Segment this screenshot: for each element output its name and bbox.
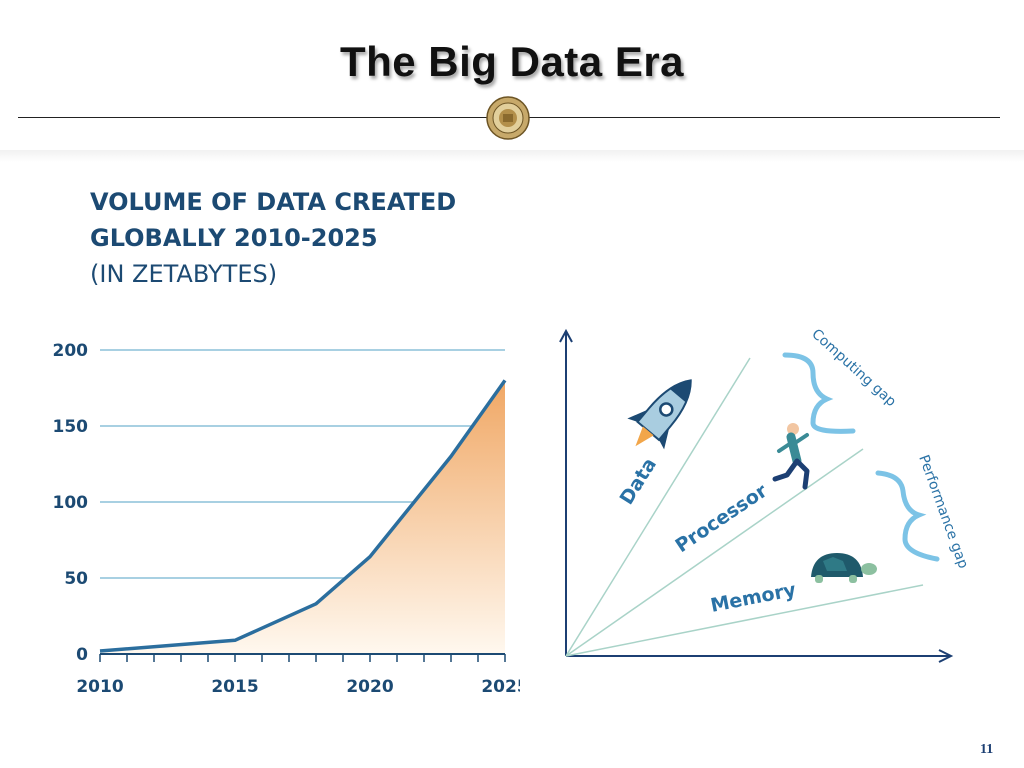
y-tick-label-200: 200: [53, 341, 89, 361]
diagram-x-arrow-icon: [938, 649, 954, 663]
memory-trend-line: [565, 584, 924, 657]
y-tick-label-0: 0: [76, 645, 88, 665]
processor-trend-line: [565, 448, 864, 657]
page-number: 11: [980, 742, 994, 757]
slide-title: The Big Data Era: [339, 38, 685, 85]
turtle-icon: [811, 553, 877, 583]
computing-gap-brace-icon: [782, 352, 856, 434]
processor-label: Processor: [671, 480, 771, 558]
x-tick-label-2025: 2025: [481, 677, 520, 697]
chart-title-line-1: VOLUME OF DATA CREATED: [90, 188, 457, 216]
data-label: Data: [616, 454, 661, 508]
area-fill: [100, 380, 505, 654]
data-trend-line: [565, 357, 751, 657]
chart-title-line-2: GLOBALLY 2010-2025: [90, 224, 378, 252]
runner-icon: [772, 423, 810, 490]
diagram-y-arrow-icon: [559, 328, 573, 343]
university-seal-icon: [486, 96, 530, 140]
memory-label: Memory: [709, 579, 799, 617]
y-tick-label-100: 100: [53, 493, 89, 513]
x-tick-label-2010: 2010: [76, 677, 123, 697]
chart-subtitle: (IN ZETABYTES): [90, 260, 278, 288]
y-tick-label-50: 50: [64, 569, 88, 589]
gap-diagram: Data Processor Memory Computing gap Perf…: [559, 326, 971, 663]
series-line: [99, 379, 507, 653]
y-tick-label-150: 150: [53, 417, 89, 437]
performance-gap-label: Performance gap: [915, 453, 971, 571]
performance-gap-brace-icon: [875, 470, 940, 562]
x-tick-label-2015: 2015: [211, 677, 258, 697]
line-chart: 0 50 100 150 200 2010 2015 2020 2025: [53, 341, 521, 697]
x-tick-label-2020: 2020: [346, 677, 393, 697]
rocket-icon: [627, 379, 692, 450]
header-shadow: [0, 150, 1024, 162]
chart-title: VOLUME OF DATA CREATED GLOBALLY 2010-202…: [90, 184, 456, 292]
